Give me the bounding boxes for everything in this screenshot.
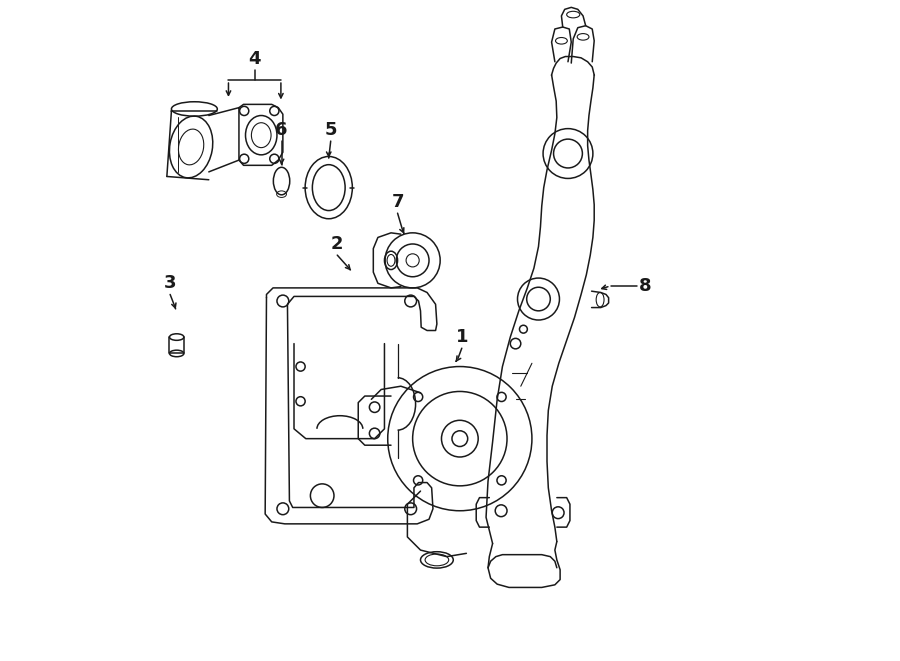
- Text: 1: 1: [455, 329, 468, 346]
- Text: 2: 2: [331, 235, 344, 253]
- Text: 6: 6: [275, 121, 288, 139]
- Text: 3: 3: [164, 274, 176, 292]
- Text: 7: 7: [392, 193, 404, 212]
- Text: 5: 5: [325, 121, 337, 139]
- Text: 4: 4: [248, 50, 261, 68]
- Text: 8: 8: [639, 277, 652, 295]
